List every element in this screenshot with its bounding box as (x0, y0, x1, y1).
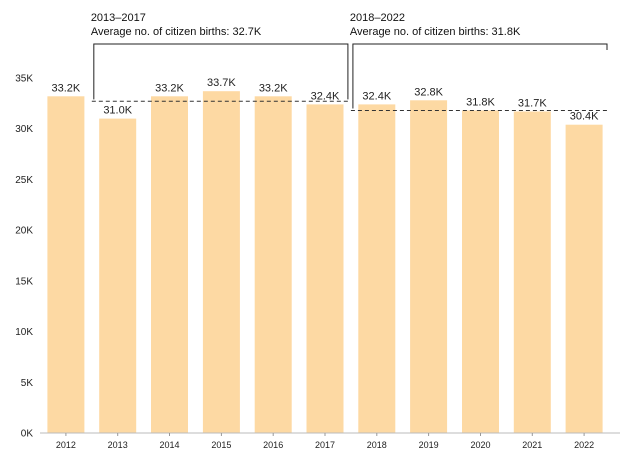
data-label-2019: 32.8K (414, 86, 443, 98)
bars-layer (47, 91, 603, 434)
x-tick-label-2016: 2016 (263, 440, 283, 450)
period-average-text-1: Average no. of citizen births: 32.7K (91, 26, 262, 38)
x-tick-label-2012: 2012 (56, 440, 76, 450)
x-tick-label-2021: 2021 (522, 440, 542, 450)
x-tick-label-2015: 2015 (211, 440, 231, 450)
average-lines-layer (91, 100, 609, 111)
y-tick-label-15K: 15K (15, 276, 33, 287)
bar-2021 (513, 111, 551, 433)
data-label-2020: 31.8K (466, 97, 495, 109)
data-labels-layer: 33.2K 31.0K 33.2K 33.7K 33.2K 32.4K 32.4K 32.8K… (52, 77, 600, 123)
period-bracket-1 (93, 43, 349, 100)
bar-2014 (151, 96, 188, 434)
bar-2022 (565, 124, 603, 433)
x-tick-label-2013: 2013 (108, 440, 128, 450)
period-label-2: 2018–2022 (350, 12, 405, 24)
bar-2017 (306, 104, 344, 434)
period-bracket-2 (352, 43, 608, 109)
y-tick-label-20K: 20K (15, 226, 33, 237)
bar-2018 (358, 104, 396, 434)
data-label-2016: 33.2K (259, 82, 288, 94)
bar-2013 (99, 118, 137, 433)
annotation-layer: 2013–2017 Average no. of citizen births: … (91, 12, 608, 109)
x-tick-label-2014: 2014 (159, 440, 179, 450)
axes-layer: 0K 5K 10K 15K 20K 25K 30K 35K 2012 2013 2014 2015 20… (15, 74, 620, 450)
data-label-2018: 32.4K (362, 90, 391, 102)
data-label-2014: 33.2K (155, 82, 184, 94)
data-label-2021: 31.7K (518, 98, 547, 110)
y-tick-label-0K: 0K (21, 429, 34, 440)
period-average-text-2: Average no. of citizen births: 31.8K (350, 26, 521, 38)
data-label-2013: 31.0K (103, 105, 132, 117)
x-tick-label-2017: 2017 (315, 440, 335, 450)
y-tick-label-25K: 25K (15, 175, 33, 186)
x-tick-label-2022: 2022 (574, 440, 594, 450)
bar-2016 (254, 96, 292, 434)
x-tick-label-2019: 2019 (419, 440, 439, 450)
x-tick-label-2020: 2020 (470, 440, 490, 450)
y-tick-label-5K: 5K (21, 378, 34, 389)
bar-2020 (462, 110, 499, 433)
bar-2015 (202, 91, 240, 433)
y-tick-label-30K: 30K (15, 124, 33, 135)
bar-2012 (47, 96, 85, 434)
bar-2019 (410, 100, 448, 434)
period-label-1: 2013–2017 (91, 12, 146, 24)
y-tick-label-10K: 10K (15, 327, 33, 338)
data-label-2012: 33.2K (52, 82, 81, 94)
data-label-2022: 30.4K (570, 111, 599, 123)
data-label-2015: 33.7K (207, 77, 236, 89)
y-tick-label-35K: 35K (15, 74, 33, 85)
x-tick-label-2018: 2018 (367, 440, 387, 450)
data-label-2017: 32.4K (311, 90, 340, 102)
